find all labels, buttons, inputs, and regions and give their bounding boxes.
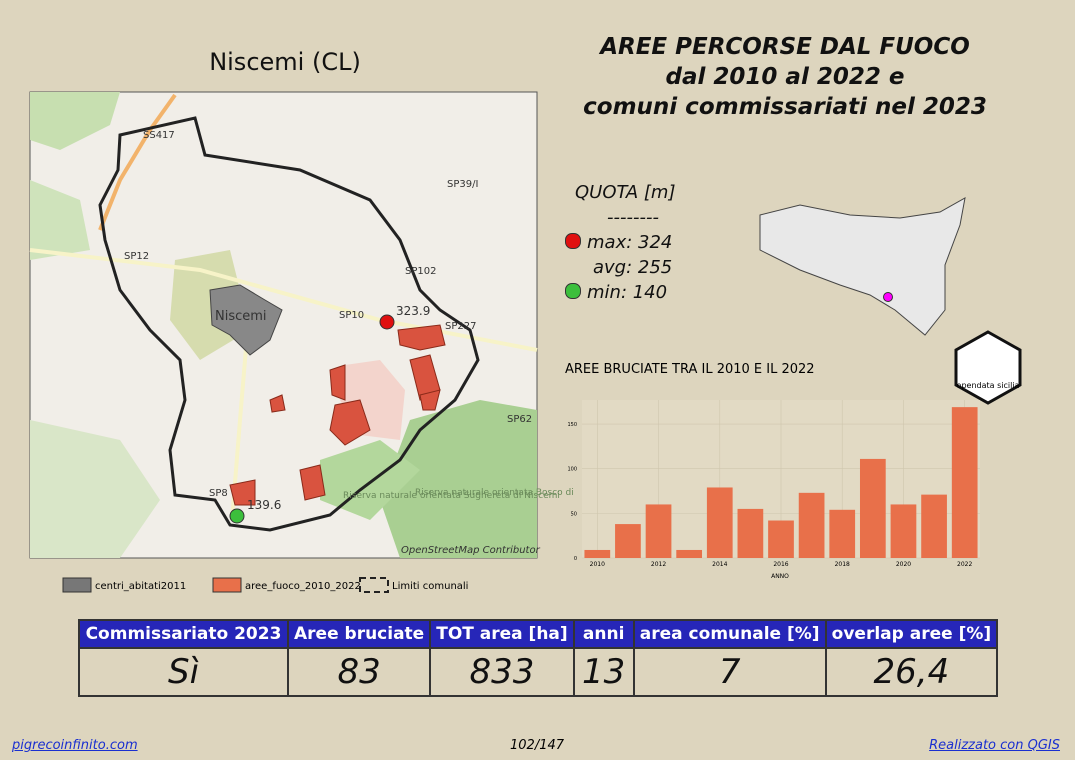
table-header-cell: Aree bruciate [286,619,432,649]
table-header-cell: overlap aree [%] [824,619,999,649]
legend-swatch [212,577,242,593]
bar-chart: AREE BRUCIATE TRA IL 2010 E IL 2022 ANNO… [565,362,980,580]
map-green [30,420,160,558]
table-header-cell: anni [572,619,635,649]
x-tick-label: 2016 [773,561,788,568]
map-green [30,92,120,150]
legend-swatch [62,577,92,593]
map-label: SP12 [124,251,149,262]
bar [706,487,733,558]
x-tick-label: 2018 [835,561,850,568]
quota-box: QUOTA [m] -------- max: 324 avg: 255 min… [565,180,675,305]
y-tick-label: 0 [574,556,577,562]
legend-label: aree_fuoco_2010_2022 [245,581,361,592]
chart-title: AREE BRUCIATE TRA IL 2010 E IL 2022 [565,362,815,377]
x-tick-label: 2022 [957,561,972,568]
table-cell: 7 [632,647,827,697]
map-label: Riserva naturale orientata Sughereta di … [343,491,560,501]
bar [951,407,978,558]
map-label: Niscemi [215,309,267,324]
map-label: 323.9 [396,304,430,318]
table-header-cell: area comunale [%] [632,619,827,649]
footer-link[interactable]: Realizzato con QGIS [929,738,1060,753]
map-label: SS417 [143,130,175,141]
map-label: OpenStreetMap Contributor [401,545,541,556]
map-green [320,440,420,520]
road [98,93,177,231]
bar [859,458,886,558]
location-dot [883,292,893,302]
table-cell: 13 [572,647,635,697]
header: AREE PERCORSE DAL FUOCO dal 2010 al 2022… [560,32,1010,122]
x-tick-label: 2010 [590,561,605,568]
min-dot [565,283,581,299]
x-tick-label: 2012 [651,561,666,568]
urban-area [209,284,283,356]
quota-title: QUOTA [m] [575,182,676,203]
table-cell: 26,4 [824,647,999,697]
map-title: Niscemi (CL) [209,48,361,76]
y-tick-label: 150 [567,422,577,428]
bar [798,492,825,558]
bar [615,524,641,558]
map-label: SP39/I [447,179,478,190]
y-tick-label: 100 [567,467,577,473]
sicily-map [759,197,966,336]
table-cell: Sì [78,647,289,697]
municipal-boundary [98,116,480,532]
logo [954,330,1022,405]
map-label: Riserva naturale orientata Bosco di [415,488,574,498]
bar [584,549,611,558]
bar [645,504,672,558]
legend-label: centri_abitati2011 [95,581,186,592]
table-header-cell: Commissariato 2023 [78,619,289,649]
bar [829,509,856,558]
quota-min-text: min: 140 [587,282,668,303]
table-row: Sì 83 833 13 7 26,4 [78,647,999,697]
map-layer: Niscemi SS417 SP39/I SP12 SP102 SP10 SP2… [29,91,1022,593]
header-line: dal 2010 al 2022 e [665,64,905,90]
legend-label: Limiti comunali [392,581,468,592]
quota-max-text: max: 324 [587,232,673,253]
map-green [30,180,90,260]
table-header-cell: TOT area [ha] [429,619,575,649]
x-tick-label: 2014 [712,561,727,568]
header-line: AREE PERCORSE DAL FUOCO [600,34,970,60]
y-tick-label: 50 [571,511,577,517]
quota-min: min: 140 [565,280,672,305]
bar [737,508,764,558]
header-line: comuni commissariati nel 2023 [583,94,987,120]
bar [921,494,947,558]
max-point [379,314,395,330]
quota-max: max: 324 [565,230,672,255]
quota-avg: avg: 255 [593,257,673,278]
logo-text: opendata sicilia [957,381,1020,390]
summary-table: Commissariato 2023 Aree bruciate TOT area … [78,619,999,697]
bar [890,504,917,558]
map-label: SP102 [405,266,436,277]
x-tick-label: 2020 [896,561,911,568]
legend-swatch [359,577,389,593]
map-label: SP10 [339,310,364,321]
table-cell: 833 [429,647,575,697]
footer-page: 102/147 [510,738,565,753]
map-label: SP8 [209,488,228,499]
table-header: Commissariato 2023 Aree bruciate TOT area … [78,619,999,649]
bar [676,549,703,558]
min-point [229,508,245,524]
map-label: SP62 [507,414,532,425]
road [29,248,538,352]
map-label: 139.6 [247,498,281,512]
table-cell: 83 [286,647,432,697]
bar [768,520,794,558]
fire-areas [229,324,446,506]
max-dot [565,233,581,249]
map-label: SP227 [445,321,476,332]
footer-link[interactable]: pigrecoinfinito.com [12,738,138,753]
x-axis-label: ANNO [771,573,789,580]
quota-separator: -------- [607,207,659,228]
map-green [380,400,537,558]
